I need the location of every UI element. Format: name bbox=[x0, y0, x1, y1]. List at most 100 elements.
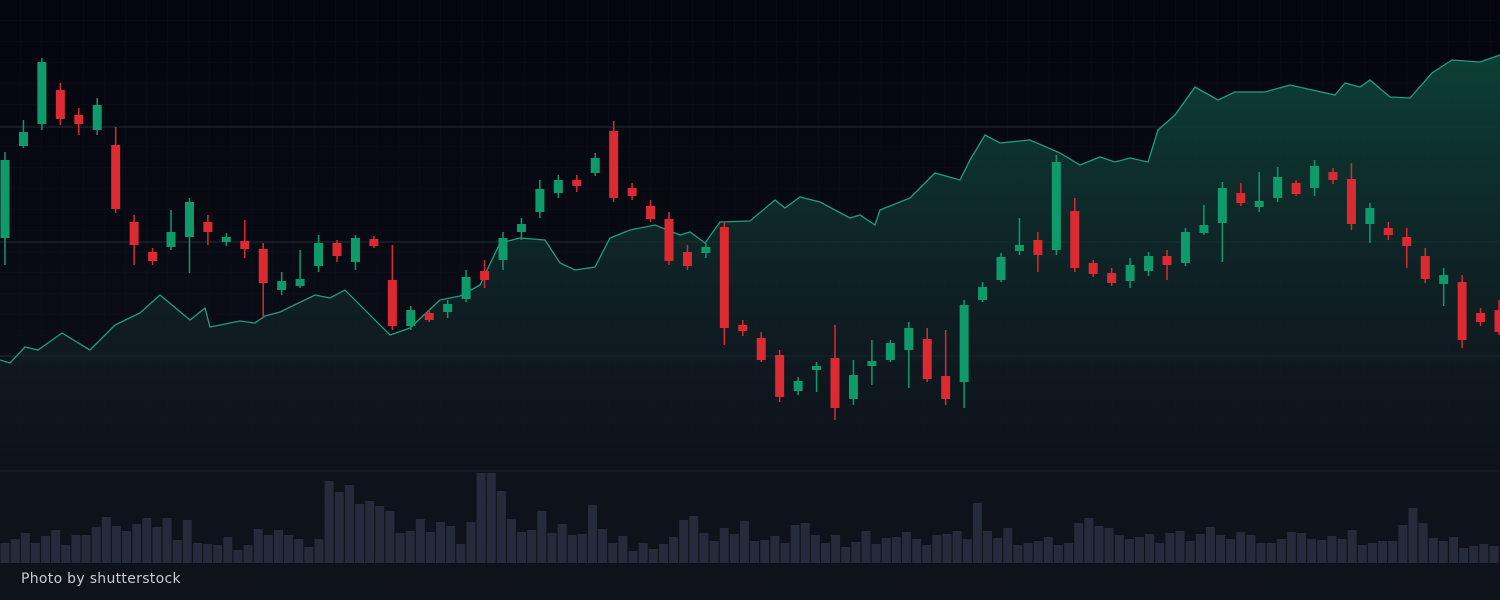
volume-bar bbox=[1033, 541, 1043, 563]
candle-body bbox=[775, 355, 785, 397]
volume-bar bbox=[263, 535, 273, 563]
volume-bar bbox=[1124, 539, 1134, 563]
candle-body bbox=[350, 238, 360, 262]
candle-body bbox=[996, 257, 1006, 280]
volume-bar bbox=[1297, 533, 1307, 563]
volume-bar bbox=[598, 529, 608, 563]
volume-bar bbox=[557, 524, 567, 563]
candle-body bbox=[314, 243, 324, 266]
candle-body bbox=[240, 241, 250, 249]
volume-bar bbox=[1134, 537, 1144, 563]
candle-body bbox=[664, 219, 674, 261]
candle-body bbox=[1494, 310, 1500, 332]
volume-bar bbox=[1074, 523, 1084, 563]
candle-body bbox=[1420, 256, 1430, 279]
volume-bar bbox=[344, 485, 354, 563]
area-line bbox=[0, 54, 1500, 364]
volume-bar bbox=[527, 530, 537, 563]
volume-bar bbox=[10, 539, 20, 563]
volume-bar bbox=[1216, 535, 1226, 563]
volume-bar bbox=[1347, 530, 1357, 563]
volume-bar bbox=[355, 504, 365, 563]
volume-bar bbox=[699, 533, 709, 563]
candle-body bbox=[37, 62, 47, 124]
candle-body bbox=[1310, 166, 1320, 188]
plot bbox=[0, 54, 1500, 565]
volume-bar bbox=[1195, 534, 1205, 563]
candle-body bbox=[1273, 177, 1283, 198]
candle-body bbox=[885, 343, 895, 360]
volume-bar bbox=[395, 533, 405, 563]
volume-bar bbox=[871, 544, 881, 563]
volume-bar bbox=[122, 531, 132, 563]
volume-bar bbox=[638, 543, 648, 563]
candle-body bbox=[111, 145, 121, 209]
volume-bar bbox=[61, 545, 71, 563]
candle-body bbox=[18, 132, 28, 146]
volume-bar bbox=[729, 534, 739, 563]
volume-bar bbox=[820, 543, 830, 563]
candle-body bbox=[480, 271, 490, 280]
volume-bar bbox=[1236, 532, 1246, 563]
volume-bar bbox=[1469, 546, 1479, 563]
volume-bar bbox=[0, 543, 10, 563]
volume-bar bbox=[233, 550, 243, 563]
candle-body bbox=[793, 381, 803, 391]
volume-bar bbox=[1114, 535, 1124, 563]
candle-body bbox=[258, 249, 268, 283]
candle-body bbox=[92, 105, 102, 130]
volume-bar bbox=[41, 536, 51, 563]
volume-bar bbox=[1479, 544, 1489, 563]
volume-bar bbox=[1489, 546, 1499, 563]
candle-body bbox=[1402, 237, 1412, 246]
volume-bar bbox=[1448, 537, 1458, 563]
volume-bar bbox=[658, 544, 668, 563]
candle-body bbox=[1328, 172, 1338, 180]
candle-body bbox=[184, 202, 194, 237]
volume-bar bbox=[152, 527, 162, 563]
volume-bar bbox=[1053, 545, 1063, 563]
volume-bar bbox=[182, 520, 192, 563]
candle-body bbox=[443, 304, 453, 312]
candle-body bbox=[1476, 313, 1486, 322]
candle-body bbox=[1254, 201, 1264, 207]
candle-body bbox=[387, 280, 397, 326]
volume-bar bbox=[618, 536, 628, 563]
candle-body bbox=[1365, 208, 1375, 224]
volume-bar bbox=[750, 541, 760, 563]
volume-bar bbox=[912, 539, 922, 563]
volume-bar bbox=[517, 532, 527, 563]
volume-bar bbox=[719, 528, 729, 563]
volume-bar bbox=[1013, 545, 1023, 563]
candle-body bbox=[1217, 188, 1227, 223]
candle-body bbox=[1014, 245, 1024, 251]
candle-body bbox=[277, 281, 287, 290]
volume-bar bbox=[1256, 543, 1266, 563]
volume-bar bbox=[1155, 543, 1165, 563]
volume-bar bbox=[446, 526, 456, 563]
volume-bar bbox=[547, 533, 557, 563]
candle-body bbox=[221, 237, 231, 242]
volume-bar bbox=[142, 518, 152, 563]
candle-body bbox=[1051, 162, 1061, 250]
volume-bar bbox=[932, 535, 942, 563]
volume-bar bbox=[831, 535, 841, 563]
volume-bar bbox=[223, 537, 233, 563]
volume-bar bbox=[334, 492, 344, 563]
volume-bar bbox=[81, 535, 91, 563]
candle-body bbox=[148, 252, 158, 261]
candle-body bbox=[904, 328, 914, 350]
candle-body bbox=[1383, 228, 1393, 235]
volume-bar bbox=[1337, 539, 1347, 563]
candle-body bbox=[498, 238, 508, 260]
volume-bar bbox=[172, 540, 182, 563]
candle-body bbox=[1180, 232, 1190, 263]
candle-body bbox=[1236, 193, 1246, 203]
volume-bar bbox=[192, 543, 202, 563]
candle-body bbox=[1125, 265, 1135, 281]
volume-bar bbox=[577, 534, 587, 563]
candle-body bbox=[55, 90, 65, 119]
candle-body bbox=[424, 313, 434, 320]
candle-body bbox=[959, 305, 969, 382]
